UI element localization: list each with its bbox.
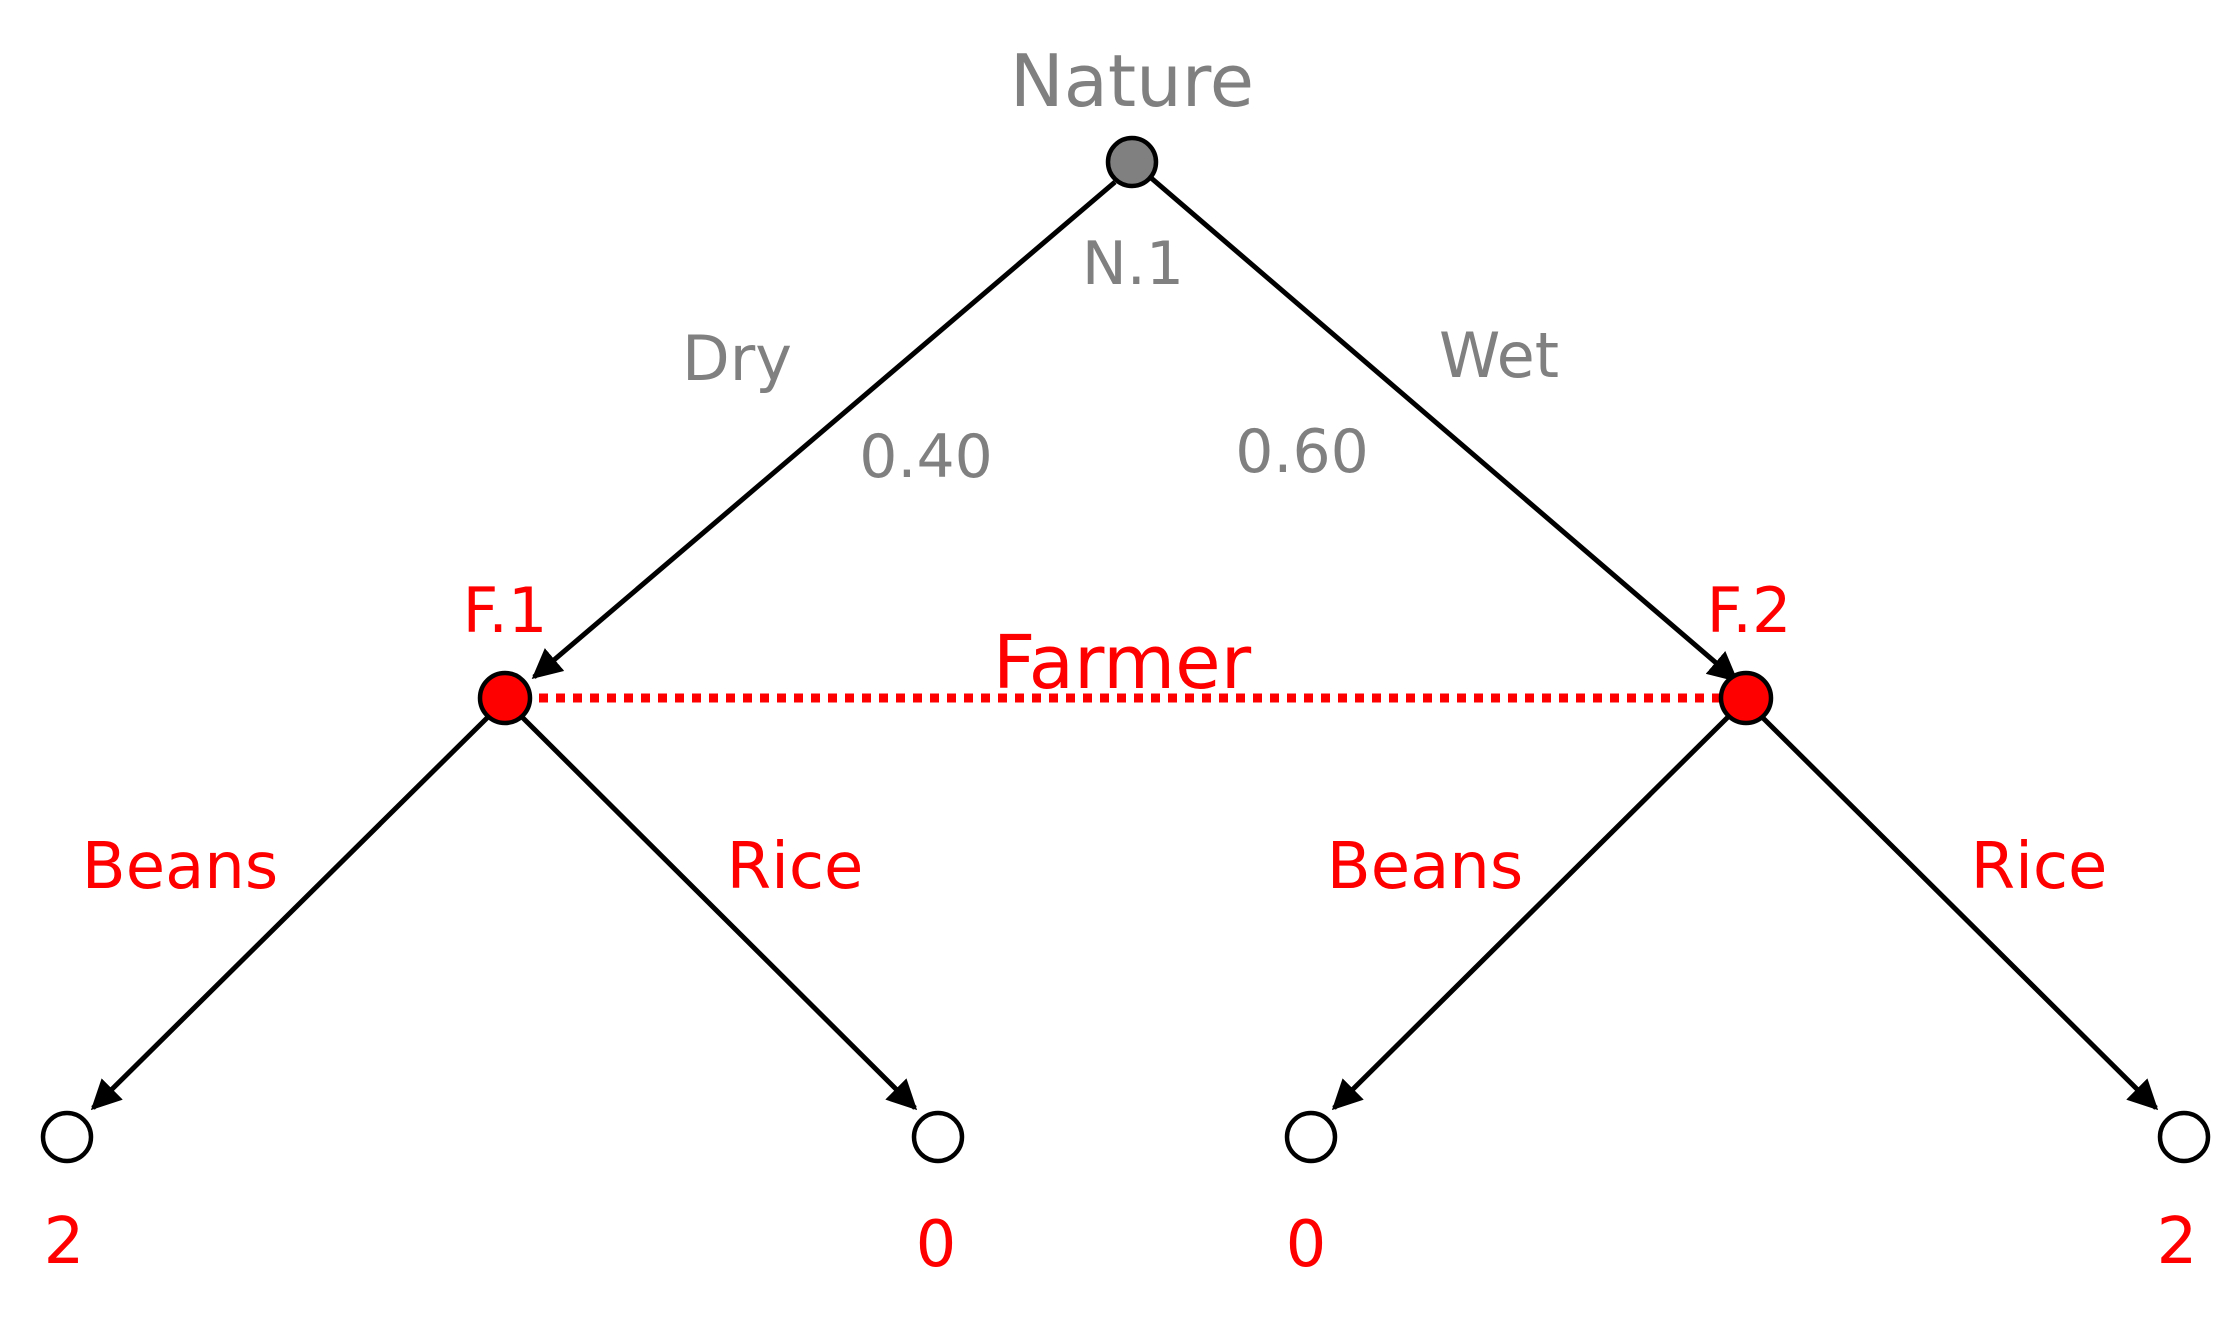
- action-label-dry: Dry: [682, 322, 792, 395]
- terminal-node-f1-beans: [40, 1110, 94, 1164]
- edge-f1-beans: [90, 715, 490, 1111]
- probability-wet: 0.60: [1235, 417, 1369, 487]
- action-label-f1-beans: Beans: [82, 830, 278, 904]
- payoff-f1-rice: 0: [916, 1208, 957, 1282]
- action-label-wet: Wet: [1439, 319, 1559, 392]
- farmer-player-label: Farmer: [993, 620, 1252, 706]
- farmer-node-id-f1: F.1: [463, 574, 548, 647]
- nature-node: [1105, 135, 1159, 189]
- edge-f1-rice: [519, 714, 918, 1111]
- terminal-node-f1-rice: [911, 1110, 965, 1164]
- nature-player-label: Nature: [1010, 39, 1254, 123]
- nature-node-id: N.1: [1082, 229, 1184, 299]
- probability-dry: 0.40: [859, 422, 993, 492]
- terminal-node-f2-beans: [1284, 1110, 1338, 1164]
- edge-wet: [1148, 175, 1739, 682]
- payoff-f2-beans: 0: [1286, 1208, 1327, 1282]
- edge-f2-rice: [1759, 714, 2159, 1111]
- edge-f2-beans: [1331, 715, 1730, 1111]
- farmer-node-f1: [477, 670, 533, 726]
- payoff-f1-beans: 2: [44, 1205, 85, 1279]
- farmer-node-id-f2: F.2: [1707, 574, 1792, 647]
- action-label-f1-rice: Rice: [727, 830, 864, 904]
- payoff-f2-rice: 2: [2157, 1205, 2198, 1279]
- action-label-f2-rice: Rice: [1971, 830, 2108, 904]
- farmer-node-f2: [1718, 670, 1774, 726]
- action-label-f2-beans: Beans: [1327, 830, 1523, 904]
- terminal-node-f2-rice: [2157, 1110, 2211, 1164]
- edge-dry: [531, 180, 1117, 679]
